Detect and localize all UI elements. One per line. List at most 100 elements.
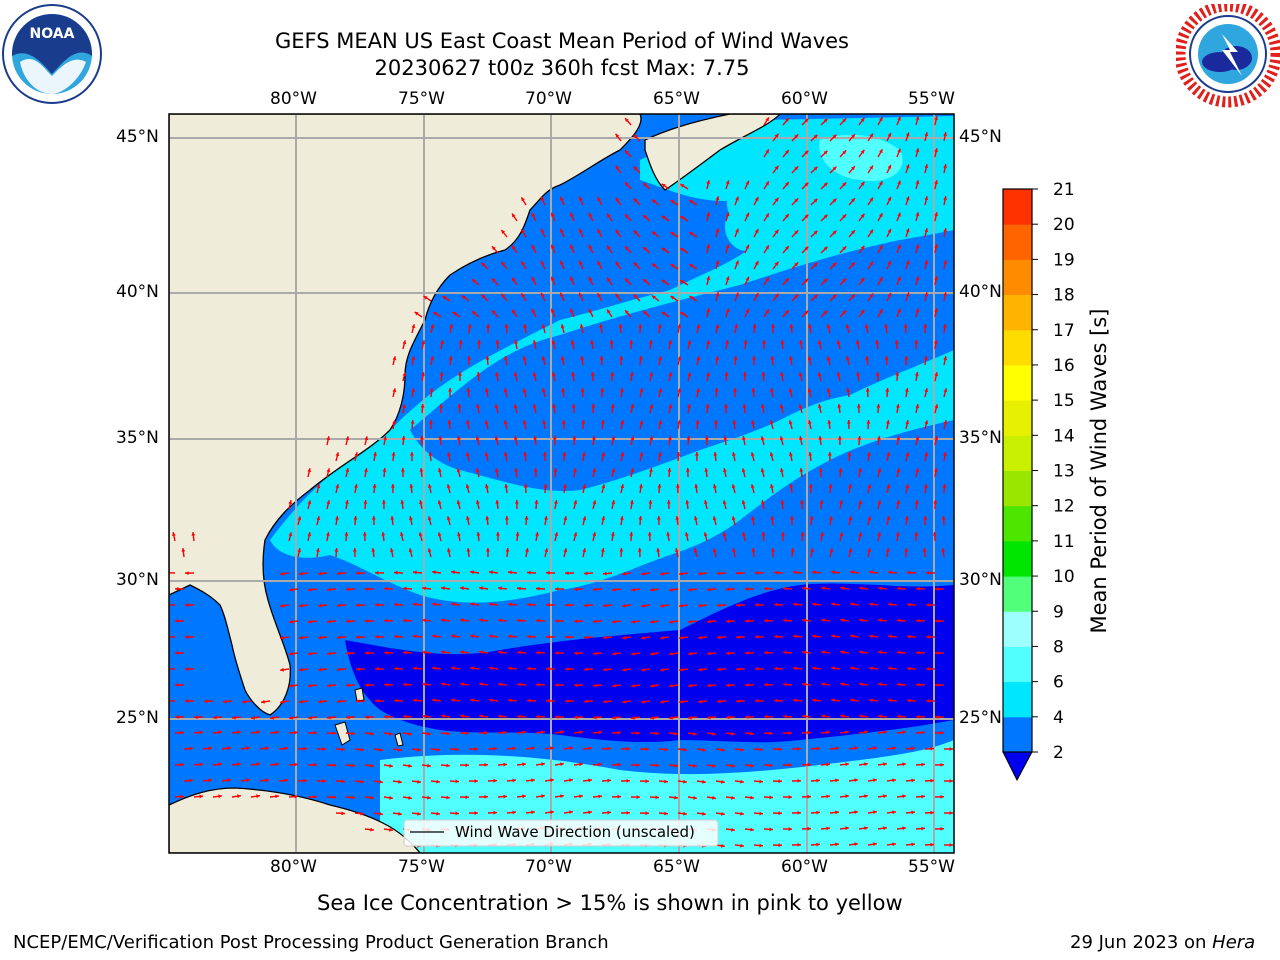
wind-arrow-head [493, 810, 497, 815]
wind-arrow-head [878, 650, 882, 655]
wind-arrow-head [565, 699, 569, 703]
colorbar-tick-label: 4 [1053, 708, 1064, 728]
wind-arrow-head [237, 762, 241, 767]
wind-arrow-head [617, 762, 621, 767]
wind-arrow-head [601, 452, 606, 457]
wind-arrow-head [934, 468, 938, 472]
wind-arrow-head [934, 276, 938, 280]
wind-arrow-head [741, 468, 746, 473]
wind-arrow-head [457, 436, 461, 440]
wind-arrow-head [493, 778, 497, 783]
wind-arrow-head [270, 715, 274, 720]
wind-arrow-head [785, 182, 789, 186]
wind-arrow-head [897, 244, 901, 249]
wind-arrow-head [494, 436, 499, 441]
wind-arrow-head [794, 134, 799, 139]
lat-label-left: 30°N [116, 570, 159, 590]
wind-arrow-head [476, 372, 481, 376]
wind-arrow-head [489, 602, 493, 607]
wind-arrow-head [793, 602, 797, 607]
wind-arrow-head [289, 619, 293, 624]
wind-arrow-head [554, 532, 559, 537]
wind-arrow-head [934, 436, 939, 441]
wind-arrow-head [570, 276, 574, 281]
wind-arrow-head [351, 795, 355, 800]
wind-arrow-head [879, 213, 883, 218]
wind-arrow-head [851, 230, 855, 235]
wind-arrow-head [637, 548, 642, 552]
wind-arrow-head [379, 779, 383, 784]
wind-arrow-head [823, 182, 828, 187]
wind-arrow-head [554, 500, 558, 504]
wind-arrow-head [914, 340, 919, 344]
wind-arrow-head [860, 277, 865, 282]
lat-label-right: 35°N [959, 428, 1002, 448]
colorbar-cell [1003, 681, 1032, 718]
wind-arrow-head [726, 587, 730, 592]
wind-arrow-head [356, 699, 360, 704]
wind-arrow-head [299, 603, 303, 608]
wind-arrow-head [460, 618, 464, 623]
wind-arrow-head [622, 571, 626, 576]
wind-arrow-head [532, 340, 537, 345]
wind-arrow-head [687, 372, 692, 377]
wind-arrow-head [760, 436, 765, 441]
wind-arrow-head [845, 826, 849, 831]
wind-arrow-head [943, 356, 948, 361]
colorbar-tick-label: 2 [1053, 743, 1064, 763]
wind-arrow-head [794, 294, 799, 299]
wind-arrow-head [541, 388, 546, 393]
wind-arrow-head [372, 484, 377, 488]
wind-arrow-head [362, 532, 367, 536]
wind-arrow-head [687, 404, 691, 408]
wind-arrow-head [588, 810, 592, 815]
colorbar-cell [1003, 294, 1032, 331]
wind-arrow-head [934, 212, 938, 216]
wind-arrow-head [704, 468, 709, 472]
wind-arrow-head [591, 404, 596, 408]
wind-arrow-head [408, 548, 413, 553]
wind-arrow-head [812, 666, 816, 671]
wind-arrow-head [536, 682, 540, 687]
wind-arrow-head [570, 340, 575, 345]
wind-arrow-head [734, 324, 738, 328]
wind-arrow-head [924, 196, 929, 201]
wind-arrow-head [707, 619, 711, 624]
wind-arrow-head [816, 746, 820, 751]
wind-arrow-head [829, 516, 833, 520]
wind-arrow-head [598, 762, 602, 767]
lat-label-right: 45°N [959, 127, 1002, 147]
wind-arrow-head [630, 404, 635, 409]
wind-arrow-head [360, 811, 364, 816]
wind-arrow-head [457, 404, 462, 408]
wind-arrow-head [610, 372, 615, 376]
wind-arrow-head [498, 618, 502, 623]
wind-arrow-head [512, 746, 516, 751]
wind-arrow-head [570, 212, 574, 217]
wind-arrow-head [742, 532, 746, 536]
wind-arrow-head [650, 619, 654, 624]
wind-arrow-head [494, 404, 499, 409]
wind-arrow-head [949, 843, 953, 847]
wind-arrow-head [636, 763, 640, 767]
wind-arrow-head [754, 229, 759, 234]
wind-arrow-head [523, 324, 527, 328]
wind-arrow-head [492, 278, 496, 283]
lat-label-left: 35°N [116, 428, 159, 448]
wind-arrow-head [280, 667, 284, 672]
wind-arrow-head [316, 548, 320, 552]
wind-arrow-head [851, 134, 855, 139]
wind-arrow-head [546, 666, 550, 671]
wind-arrow-head [446, 795, 450, 800]
wind-arrow-head [869, 261, 873, 266]
wind-arrow-head [664, 811, 668, 816]
wind-arrow-head [840, 714, 844, 719]
wind-arrow-head [607, 810, 611, 815]
wind-arrow-head [680, 312, 685, 316]
wind-arrow-head [943, 260, 947, 264]
wind-arrow-head [513, 404, 518, 409]
wind-arrow-head [341, 747, 345, 752]
wind-arrow-head [280, 699, 284, 704]
wind-arrow-head [774, 165, 779, 170]
wind-arrow-head [706, 180, 711, 185]
